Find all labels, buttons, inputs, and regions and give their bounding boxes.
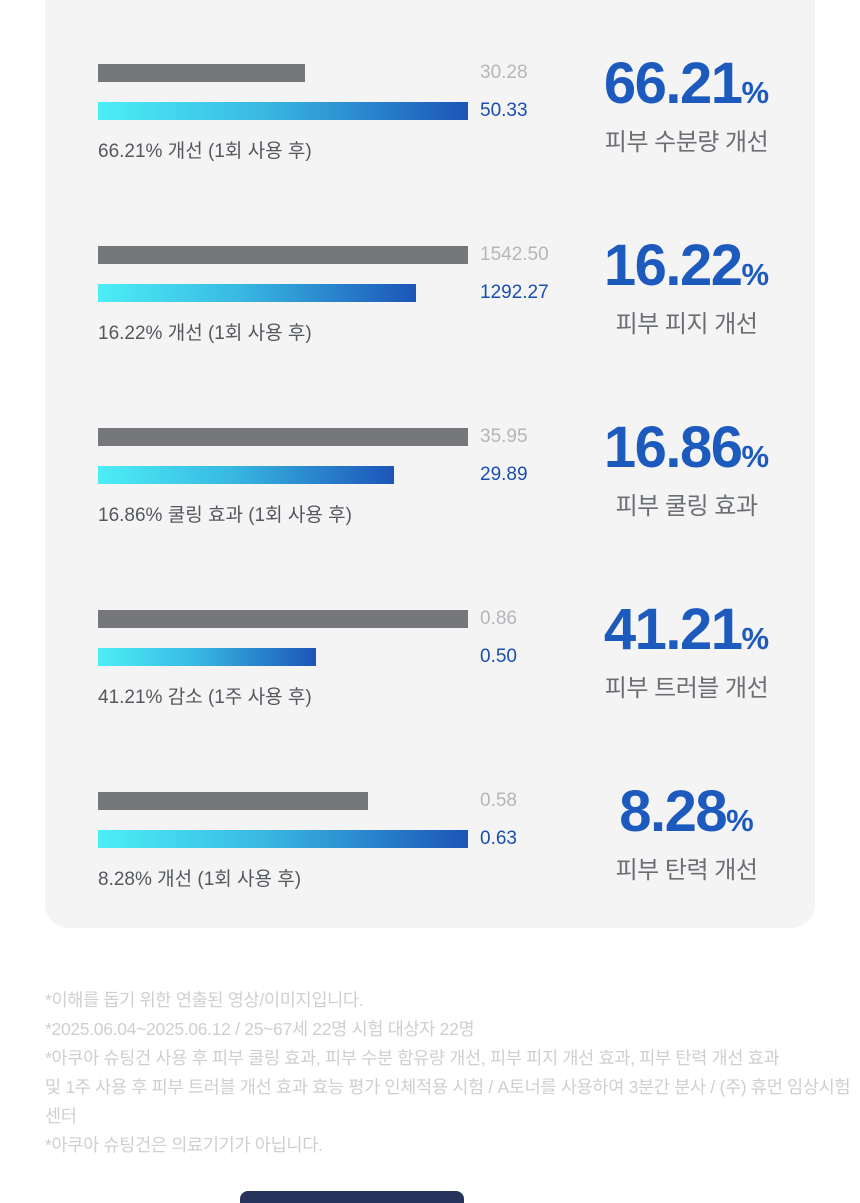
after-bar-line: 1292.27	[98, 282, 558, 304]
before-bar-line: 0.58	[98, 790, 558, 812]
after-bar	[98, 284, 417, 302]
stat-block-elasticity: 8.28% 피부 탄력 개선	[558, 778, 815, 886]
bar-chart-moisture: 30.28 50.33 66.21% 개선 (1회 사용 후)	[98, 62, 558, 163]
before-bar	[98, 428, 468, 446]
stat-label: 피부 피지 개선	[615, 311, 758, 339]
result-row-sebum: 1542.50 1292.27 16.22% 개선 (1회 사용 후) 16.2…	[98, 235, 815, 345]
stat-label: 피부 트러블 개선	[604, 675, 769, 703]
result-row-moisture: 30.28 50.33 66.21% 개선 (1회 사용 후) 66.21% 피…	[98, 53, 815, 163]
bar-chart-trouble: 0.86 0.50 41.21% 감소 (1주 사용 후)	[98, 608, 558, 709]
after-bar-line: 0.50	[98, 646, 558, 668]
chart-caption: 66.21% 개선 (1회 사용 후)	[98, 141, 312, 162]
result-row-cooling: 35.95 29.89 16.86% 쿨링 효과 (1회 사용 후) 16.86…	[98, 417, 815, 527]
chart-caption: 8.28% 개선 (1회 사용 후)	[98, 869, 302, 890]
before-bar-value: 30.28	[480, 62, 528, 83]
before-bar	[98, 64, 306, 82]
stat-block-trouble: 41.21% 피부 트러블 개선	[558, 596, 815, 704]
percent-sign: %	[741, 438, 770, 474]
chart-caption: 16.22% 개선 (1회 사용 후)	[98, 323, 312, 344]
footnote-line: *아쿠아 슈팅건은 의료기기가 아닙니다.	[45, 1135, 323, 1155]
percent-sign: %	[741, 620, 770, 656]
after-bar	[98, 466, 394, 484]
stat-block-cooling: 16.86% 피부 쿨링 효과	[558, 414, 815, 522]
bar-chart-cooling: 35.95 29.89 16.86% 쿨링 효과 (1회 사용 후)	[98, 426, 558, 527]
after-bar-line: 29.89	[98, 464, 558, 486]
bar-chart-elasticity: 0.58 0.63 8.28% 개선 (1회 사용 후)	[98, 790, 558, 891]
stat-label: 피부 쿨링 효과	[615, 493, 758, 521]
stat-block-sebum: 16.22% 피부 피지 개선	[558, 232, 815, 340]
before-bar-value: 1542.50	[480, 244, 549, 265]
after-bar-value: 1292.27	[480, 282, 549, 303]
bar-chart-sebum: 1542.50 1292.27 16.22% 개선 (1회 사용 후)	[98, 244, 558, 345]
stat-number: 16.86%	[603, 414, 770, 480]
stat-number: 66.21%	[603, 50, 770, 116]
after-bar-value: 0.63	[480, 828, 517, 849]
percent-sign: %	[741, 74, 770, 110]
disclaimer-footnotes: *이해를 돕기 위한 연출된 영상/이미지입니다. *2025.06.04~20…	[45, 986, 860, 1160]
stat-number: 8.28%	[619, 778, 754, 844]
chart-caption: 41.21% 감소 (1주 사용 후)	[98, 687, 312, 708]
before-bar	[98, 246, 468, 264]
after-bar-value: 0.50	[480, 646, 517, 667]
before-bar-line: 30.28	[98, 62, 558, 84]
percent-sign: %	[741, 256, 770, 292]
percent-sign: %	[726, 802, 754, 838]
before-bar-value: 0.58	[480, 790, 517, 811]
footnote-line: *이해를 돕기 위한 연출된 영상/이미지입니다.	[45, 990, 364, 1010]
after-bar-value: 29.89	[480, 464, 528, 485]
before-bar-line: 1542.50	[98, 244, 558, 266]
footnote-line: *2025.06.04~2025.06.12 / 25~67세 22명 시험 대…	[45, 1019, 475, 1039]
footnote-line: 및 1주 사용 후 피부 트러블 개선 효과 효능 평가 인체적용 시험 / A…	[45, 1077, 851, 1126]
after-bar	[98, 102, 468, 120]
after-bar-line: 50.33	[98, 100, 558, 122]
after-bar-value: 50.33	[480, 100, 528, 121]
after-bar-line: 0.63	[98, 828, 558, 850]
after-bar	[98, 830, 468, 848]
chart-caption: 16.86% 쿨링 효과 (1회 사용 후)	[98, 505, 352, 526]
stat-label: 피부 수분량 개선	[604, 129, 769, 157]
before-bar-value: 0.86	[480, 608, 517, 629]
before-bar-value: 35.95	[480, 426, 528, 447]
after-bar	[98, 648, 317, 666]
footnote-line: *아쿠아 슈팅건 사용 후 피부 쿨링 효과, 피부 수분 함유량 개선, 피부…	[45, 1048, 780, 1068]
before-bar	[98, 610, 468, 628]
before-bar	[98, 792, 369, 810]
before-bar-line: 0.86	[98, 608, 558, 630]
result-row-elasticity: 0.58 0.63 8.28% 개선 (1회 사용 후) 8.28% 피부 탄력…	[98, 781, 815, 891]
next-section-peek-bar	[240, 1191, 464, 1203]
result-row-trouble: 0.86 0.50 41.21% 감소 (1주 사용 후) 41.21% 피부 …	[98, 599, 815, 709]
stat-number: 16.22%	[603, 232, 770, 298]
clinical-results-card: 30.28 50.33 66.21% 개선 (1회 사용 후) 66.21% 피…	[45, 0, 815, 928]
before-bar-line: 35.95	[98, 426, 558, 448]
stat-label: 피부 탄력 개선	[615, 857, 758, 885]
stat-number: 41.21%	[603, 596, 770, 662]
stat-block-moisture: 66.21% 피부 수분량 개선	[558, 50, 815, 158]
